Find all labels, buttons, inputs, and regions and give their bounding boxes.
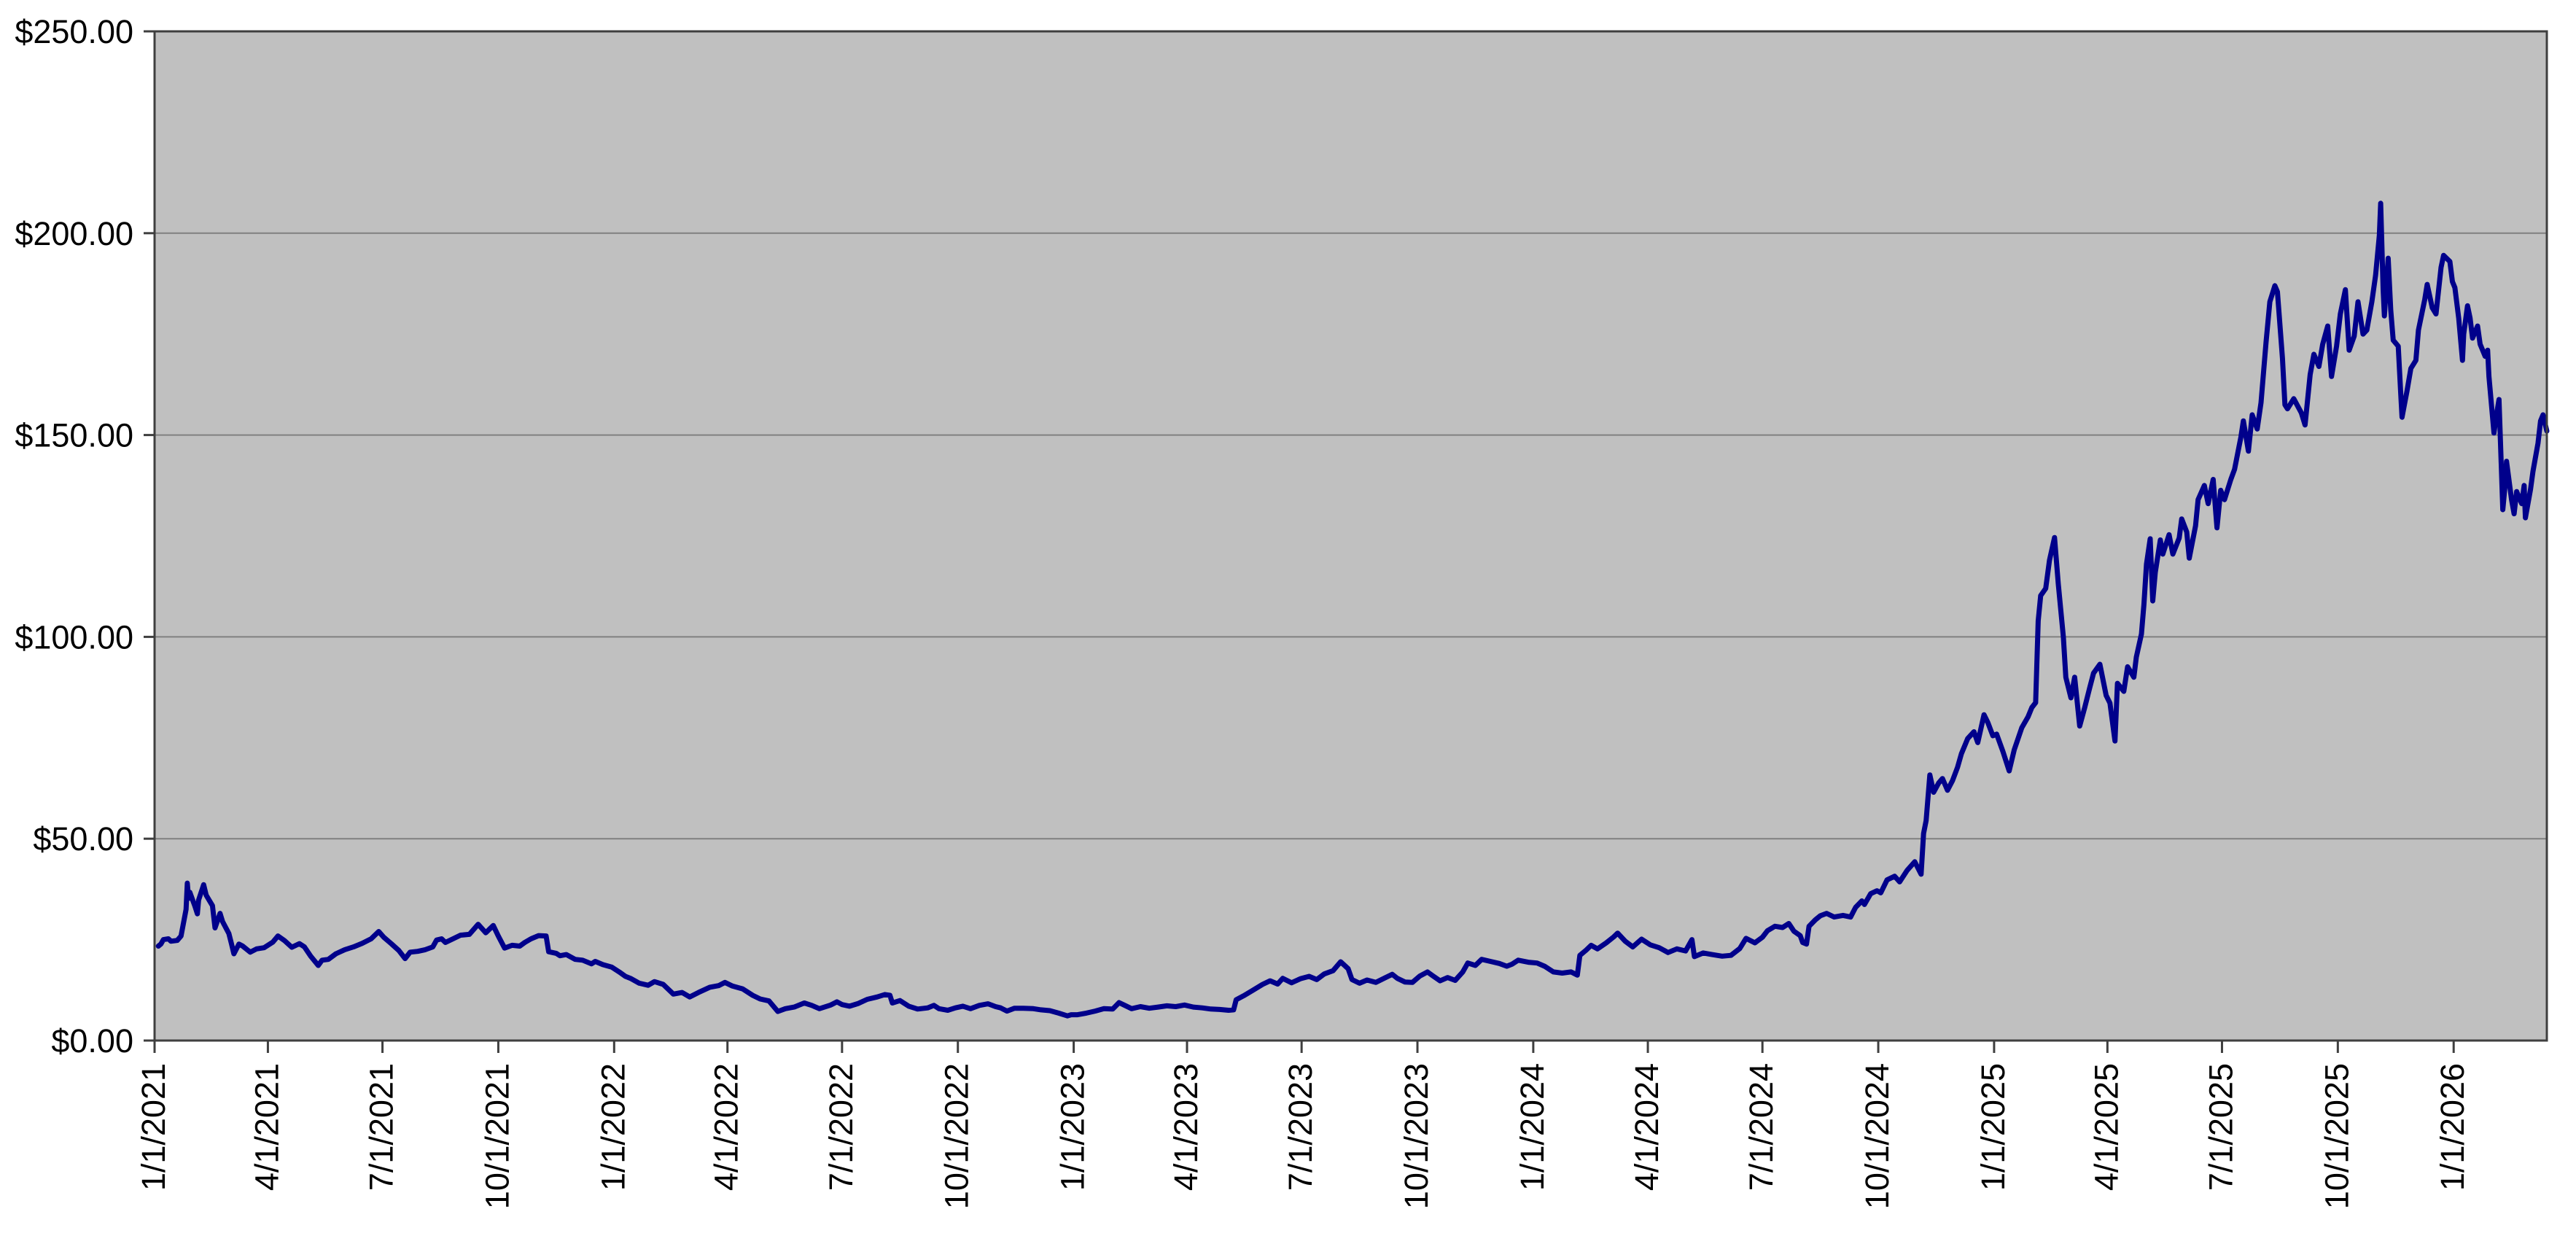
- x-axis-label: 1/1/2025: [1974, 1063, 2012, 1191]
- x-axis-ticks: [153, 1041, 2455, 1053]
- plot-area-border: [153, 30, 2548, 1042]
- x-axis-label: 7/1/2021: [363, 1063, 400, 1191]
- plot-border: [153, 30, 2548, 1042]
- x-axis-label: 4/1/2024: [1628, 1063, 1665, 1191]
- x-axis-label: 1/1/2021: [135, 1063, 172, 1191]
- price-line: [155, 201, 2550, 1019]
- x-axis-label: 10/1/2023: [1398, 1063, 1435, 1209]
- plot-area-background: [155, 31, 2547, 1041]
- x-axis-label: 1/1/2022: [594, 1063, 631, 1191]
- x-axis-label: 7/1/2022: [822, 1063, 860, 1191]
- price-line-series: [155, 201, 2550, 1019]
- y-axis-labels: $0.00 $50.00 $100.00 $150.00 $200.00 $250.00: [15, 13, 133, 1059]
- plot-area: [155, 31, 2547, 1041]
- y-axis-label: $100.00: [15, 618, 133, 656]
- y-axis-label: $50.00: [33, 820, 133, 858]
- x-axis-label: 7/1/2023: [1282, 1063, 1319, 1191]
- x-axis-label: 10/1/2021: [478, 1063, 515, 1209]
- y-axis-label: $250.00: [15, 13, 133, 50]
- x-axis-label: 4/1/2023: [1167, 1063, 1205, 1191]
- x-axis-label: 1/1/2023: [1054, 1063, 1092, 1191]
- y-axis-label: $0.00: [51, 1022, 133, 1059]
- y-axis-label: $200.00: [15, 215, 133, 252]
- y-axis-ticks: [144, 30, 155, 1042]
- x-axis-label: 4/1/2025: [2087, 1063, 2125, 1191]
- x-axis-label: 7/1/2025: [2202, 1063, 2239, 1191]
- x-axis-label: 10/1/2024: [1859, 1063, 1896, 1209]
- x-axis-label: 4/1/2022: [708, 1063, 745, 1191]
- x-axis-label: 10/1/2025: [2318, 1063, 2355, 1209]
- x-axis-label: 1/1/2024: [1514, 1063, 1551, 1191]
- x-axis-label: 10/1/2022: [938, 1063, 976, 1209]
- x-axis-label: 1/1/2026: [2434, 1063, 2471, 1191]
- x-axis-label: 7/1/2024: [1743, 1063, 1780, 1191]
- x-axis-labels: 1/1/2021 4/1/2021 7/1/2021 10/1/2021 1/1/202…: [135, 1063, 2471, 1209]
- gridlines: [155, 232, 2547, 840]
- x-axis-label: 4/1/2021: [248, 1063, 285, 1191]
- y-axis-label: $150.00: [15, 417, 133, 454]
